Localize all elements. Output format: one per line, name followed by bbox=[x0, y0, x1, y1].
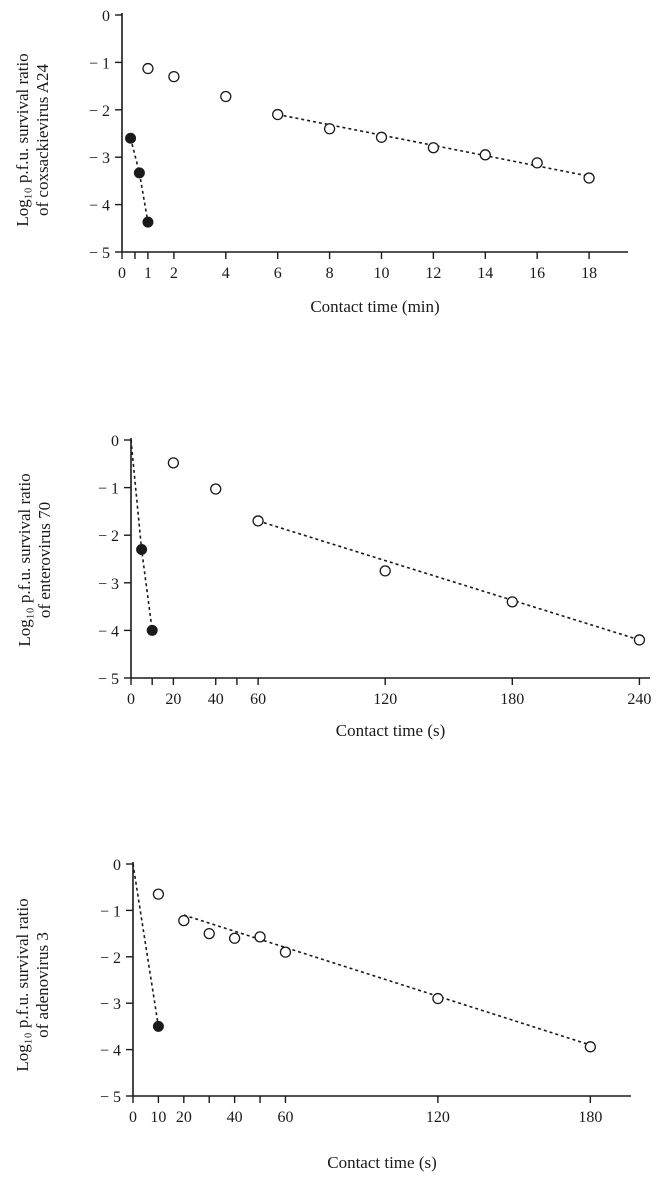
x-tick-label: 6 bbox=[274, 265, 282, 282]
x-tick-label: 1 bbox=[144, 265, 152, 282]
y-axis-title-line-2: of coxsackievirus A24 bbox=[33, 63, 52, 216]
x-tick-label: 40 bbox=[227, 1109, 243, 1126]
open-data-point bbox=[531, 157, 543, 169]
panel-coxsackievirus-a24: 0− 1− 2− 3− 4− 50 1 2 4 6 8 10 12 14 16 18Contact … bbox=[13, 8, 628, 316]
x-axis-title: Contact time (min) bbox=[310, 297, 439, 316]
open-data-point bbox=[584, 1041, 596, 1053]
y-tick-label: − 5 bbox=[89, 245, 110, 262]
x-tick-label: 14 bbox=[477, 265, 493, 282]
y-tick-label: − 2 bbox=[89, 103, 110, 120]
open-data-point bbox=[252, 515, 264, 527]
x-tick-label: 60 bbox=[250, 691, 266, 708]
x-tick-label: 8 bbox=[326, 265, 334, 282]
x-axis-title: Contact time (s) bbox=[336, 721, 446, 740]
y-tick-label: − 2 bbox=[98, 528, 119, 545]
open-data-point bbox=[506, 596, 518, 608]
x-tick-label: 40 bbox=[208, 691, 224, 708]
x-tick-label: 10 bbox=[373, 265, 389, 282]
open-data-point bbox=[228, 932, 241, 944]
open-data-point bbox=[272, 108, 284, 121]
open-data-point bbox=[220, 90, 232, 103]
y-tick-label: − 3 bbox=[89, 150, 110, 167]
x-tick-label: 20 bbox=[165, 691, 181, 708]
open-data-point bbox=[210, 483, 222, 495]
open-data-point bbox=[479, 149, 491, 161]
open-data-point bbox=[379, 565, 391, 577]
x-tick-label: 0 bbox=[127, 691, 135, 708]
x-tick-label: 4 bbox=[222, 265, 230, 282]
open-data-point bbox=[323, 123, 336, 135]
open-data-point bbox=[142, 62, 154, 75]
open-data-point bbox=[583, 172, 595, 184]
y-axis-title-line-1: Log₁₀ p.f.u. survival ratio bbox=[15, 473, 34, 646]
y-tick-label: − 4 bbox=[89, 198, 110, 215]
filled-data-point bbox=[133, 167, 145, 179]
filled-data-point bbox=[146, 624, 158, 636]
y-tick-label: − 1 bbox=[89, 55, 110, 72]
open-data-point bbox=[178, 914, 190, 927]
filled-data-point bbox=[142, 216, 154, 228]
x-tick-label: 10 bbox=[150, 1109, 166, 1126]
y-tick-label: − 3 bbox=[98, 576, 119, 593]
y-tick-label: − 2 bbox=[100, 950, 121, 967]
fit-line bbox=[132, 863, 160, 1027]
x-tick-label: 0 bbox=[118, 265, 126, 282]
y-tick-label: − 5 bbox=[98, 671, 119, 688]
y-tick-label: 0 bbox=[113, 857, 121, 874]
y-tick-label: − 1 bbox=[100, 903, 121, 920]
fit-line bbox=[257, 520, 640, 641]
y-axis-title-line-2: of adenovirus 3 bbox=[33, 932, 52, 1038]
filled-data-point bbox=[136, 543, 148, 555]
fit-line bbox=[183, 914, 591, 1046]
open-data-point bbox=[432, 992, 444, 1005]
x-tick-label: 2 bbox=[170, 265, 178, 282]
filled-data-point bbox=[152, 1020, 164, 1032]
x-tick-label: 180 bbox=[578, 1109, 602, 1126]
open-data-point bbox=[203, 927, 215, 940]
fit-line bbox=[129, 138, 149, 223]
x-tick-label: 12 bbox=[425, 265, 441, 282]
x-tick-label: 120 bbox=[426, 1109, 450, 1126]
panel-enterovirus-70: 0 − 1 − 2 − 3 − 4 − 5 0 20 40 60 120 180 240 Contact … bbox=[15, 433, 651, 740]
open-data-point bbox=[168, 70, 180, 83]
y-tick-label: − 3 bbox=[100, 996, 121, 1013]
panel-adenovirus-3: 0 − 1 − 2 − 3 − 4 − 5 0 10 20 40 60 120 180 Contact t… bbox=[13, 857, 631, 1172]
y-axis-title-line-2: of enterovirus 70 bbox=[35, 502, 54, 618]
x-tick-label: 0 bbox=[129, 1109, 137, 1126]
x-tick-label: 180 bbox=[500, 691, 524, 708]
y-axis-title-line-1: Log₁₀ p.f.u. survival ratio bbox=[13, 53, 32, 226]
open-data-point bbox=[427, 142, 440, 154]
y-tick-label: − 4 bbox=[100, 1043, 121, 1060]
y-tick-label: 0 bbox=[111, 433, 119, 450]
y-tick-label: − 5 bbox=[100, 1089, 121, 1106]
open-data-point bbox=[167, 457, 180, 469]
x-axis-title: Contact time (s) bbox=[327, 1153, 437, 1172]
x-tick-label: 16 bbox=[529, 265, 545, 282]
x-tick-label: 240 bbox=[627, 691, 651, 708]
open-data-point bbox=[633, 634, 646, 646]
filled-data-point bbox=[125, 132, 137, 144]
open-data-point bbox=[375, 131, 388, 143]
y-tick-label: − 4 bbox=[98, 623, 119, 640]
y-axis-title-line-1: Log₁₀ p.f.u. survival ratio bbox=[13, 898, 32, 1071]
open-data-point bbox=[152, 888, 165, 900]
x-tick-label: 60 bbox=[277, 1109, 293, 1126]
x-tick-label: 18 bbox=[581, 265, 597, 282]
open-data-point bbox=[254, 931, 266, 943]
x-tick-label: 120 bbox=[373, 691, 397, 708]
y-tick-label: 0 bbox=[102, 8, 110, 25]
y-tick-label: − 1 bbox=[98, 481, 119, 498]
x-tick-label: 20 bbox=[176, 1109, 192, 1126]
fit-line bbox=[130, 439, 153, 631]
open-data-point bbox=[279, 946, 292, 958]
